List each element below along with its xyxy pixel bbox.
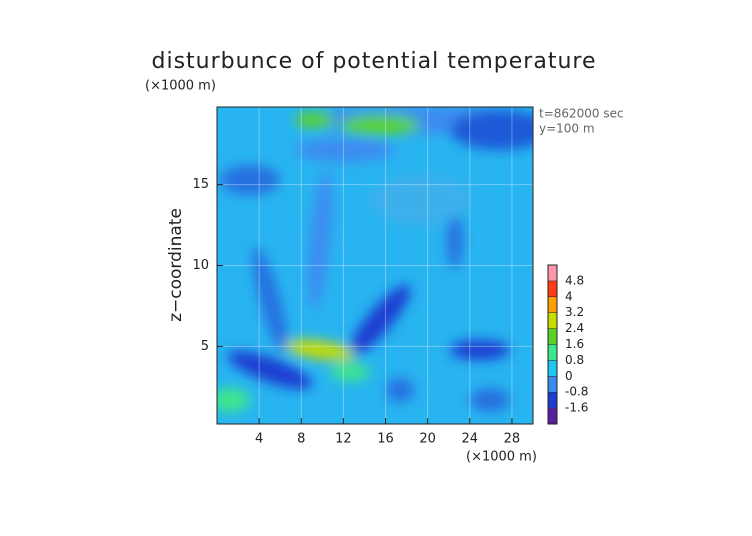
field-blobs [217,107,533,412]
colorbar-label: 3.2 [565,305,584,319]
colorbar-label: 4 [565,289,573,303]
y-tick-label: 5 [201,339,209,354]
x-tick-label: 28 [504,432,521,447]
y-tick-label: 15 [192,177,209,192]
plot-frame [216,106,534,425]
chart-title: disturbunce of potential temperature [152,49,597,74]
y-tick-label: 10 [192,258,209,273]
x-tick-label: 8 [297,432,305,447]
x-unit-label: (×1000 m) [466,450,537,465]
x-tick-label: 16 [377,432,394,447]
colorbar-band [548,392,557,409]
colorbar-label: 0.8 [565,353,584,367]
colorbar-label: 2.4 [565,321,584,335]
colorbar-band [548,360,557,377]
colorbar-label: 1.6 [565,337,584,351]
colorbar-band [548,344,557,361]
x-tick-label: 4 [255,432,263,447]
y-unit-label: (×1000 m) [145,79,216,94]
colorbar-band [548,312,557,329]
colorbar-label: -1.6 [565,401,588,415]
time-annotation: t=862000 sec [539,107,624,121]
colorbar-label: 4.8 [565,273,584,287]
axes: 4 8 12 16 20 24 28 5 10 15 -1.6 -0.8 0 0.8 1.6 2.4 3.2 4 4… [192,107,588,447]
colorbar-label: -0.8 [565,385,588,399]
x-tick-label: 12 [335,432,352,447]
colorbar-band [548,408,557,424]
colorbar-band [548,328,557,345]
colorbar-band [548,280,557,297]
colorbar-band [548,265,557,281]
contour-field [217,107,533,424]
y-annotation: y=100 m [539,122,595,136]
colorbar-band [548,296,557,313]
x-tick-label: 20 [419,432,436,447]
x-tick-label: 24 [462,432,479,447]
y-axis-label: z−coordinate [166,208,186,322]
colorbar-label: 0 [565,369,573,383]
colorbar-band [548,376,557,393]
